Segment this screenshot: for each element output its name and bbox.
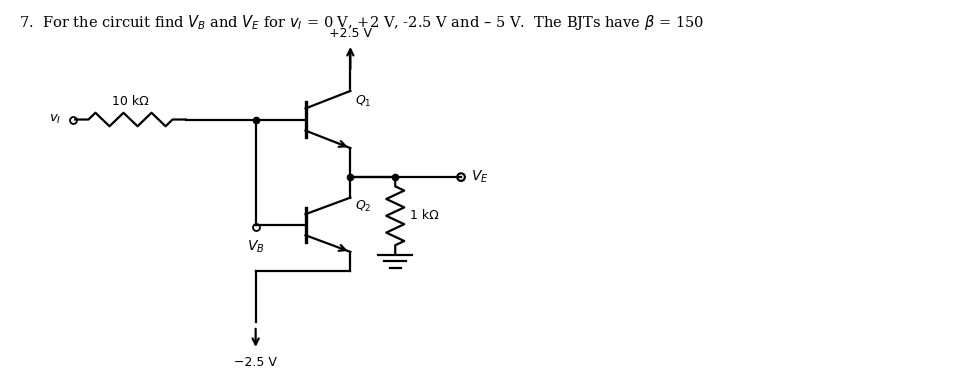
Text: 10 kΩ: 10 kΩ <box>112 95 149 107</box>
Text: $V_B$: $V_B$ <box>247 239 264 255</box>
Text: +2.5 V: +2.5 V <box>329 27 372 40</box>
Text: 1 kΩ: 1 kΩ <box>411 209 439 222</box>
Text: 7.  For the circuit find $V_B$ and $V_E$ for $v_I$ = 0 V, +2 V, -2.5 V and – 5 V: 7. For the circuit find $V_B$ and $V_E$ … <box>19 13 704 32</box>
Text: −2.5 V: −2.5 V <box>234 356 278 369</box>
Text: $V_E$: $V_E$ <box>471 169 489 185</box>
Text: $Q_1$: $Q_1$ <box>355 94 372 109</box>
Text: $Q_2$: $Q_2$ <box>355 199 372 215</box>
Text: $v_I$: $v_I$ <box>49 113 61 126</box>
